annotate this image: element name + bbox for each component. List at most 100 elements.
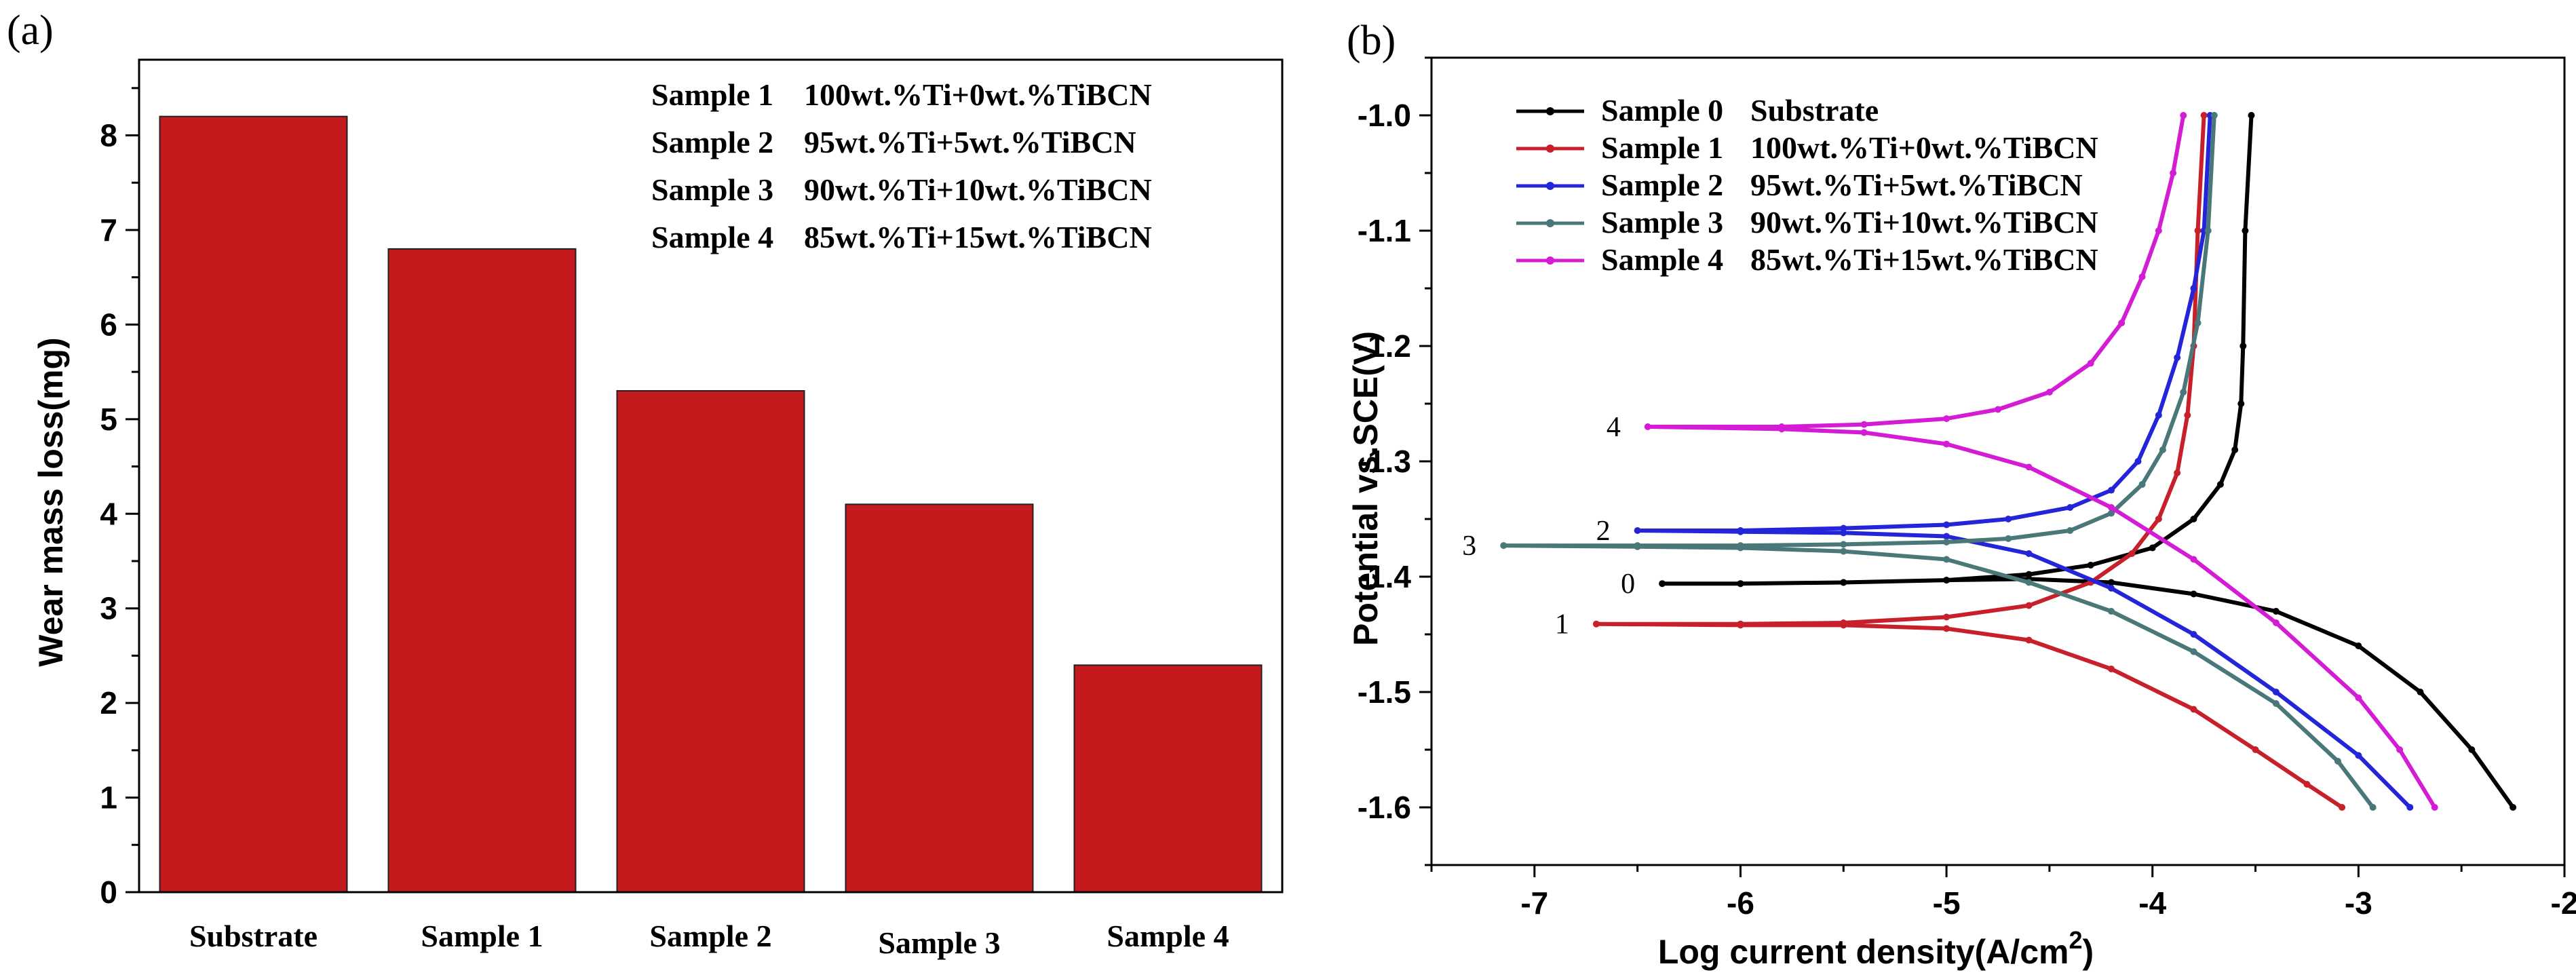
data-point bbox=[2190, 706, 2197, 713]
data-point bbox=[2510, 804, 2517, 811]
y-tick-label: -1.2 bbox=[1358, 328, 1411, 364]
curve-label-3: 3 bbox=[1462, 531, 1476, 562]
data-point bbox=[1943, 415, 1950, 423]
data-point bbox=[2355, 694, 2362, 702]
y-tick-label: -1.3 bbox=[1358, 444, 1411, 479]
y-tick-label: -1.0 bbox=[1358, 98, 1411, 133]
x-tick-label: -5 bbox=[1933, 885, 1961, 921]
bar-sample-1 bbox=[387, 248, 577, 893]
data-point bbox=[2108, 666, 2115, 672]
legend-marker bbox=[1546, 107, 1554, 115]
x-tick-label: Sample 1 bbox=[421, 919, 543, 953]
data-point bbox=[2190, 556, 2197, 563]
data-point bbox=[2216, 481, 2224, 488]
data-point bbox=[1500, 542, 1507, 550]
x-tick-label: -2 bbox=[2551, 885, 2576, 921]
data-point bbox=[2025, 463, 2033, 471]
y-tick-label: -1.1 bbox=[1358, 213, 1411, 248]
data-point bbox=[1840, 621, 1847, 629]
axes-group: 0 1 2 3 4 -7 -6 -5 -4 -3 -2 -1.0 -1.1 -1.2 -1.3 -1.4 -1.… bbox=[1358, 56, 2576, 921]
data-point bbox=[2149, 544, 2156, 552]
data-point bbox=[2108, 579, 2115, 586]
data-point bbox=[2174, 469, 2181, 476]
curve-label-1: 1 bbox=[1555, 609, 1569, 640]
data-point bbox=[2242, 227, 2249, 234]
y-tick-label: 6 bbox=[100, 307, 117, 342]
plot-frame bbox=[138, 58, 1284, 894]
data-point bbox=[2155, 412, 2162, 419]
x-tick-label: Sample 3 bbox=[878, 925, 1000, 960]
y-tick-label: -1.6 bbox=[1358, 790, 1411, 825]
y-tick-label: 2 bbox=[100, 685, 117, 721]
curve-label-4: 4 bbox=[1607, 412, 1621, 443]
legend-item-desc: 90wt.%Ti+10wt.%TiBCN bbox=[1750, 205, 2098, 239]
curve-label-0: 0 bbox=[1621, 569, 1635, 600]
data-point bbox=[1737, 580, 1744, 588]
data-point bbox=[2334, 758, 2341, 765]
data-point bbox=[2369, 804, 2377, 811]
data-point bbox=[2087, 562, 2094, 569]
data-point bbox=[2204, 227, 2212, 234]
data-point bbox=[2190, 285, 2197, 292]
data-point bbox=[1592, 620, 1600, 628]
legend-item-name: Sample 3 bbox=[651, 172, 773, 207]
data-point bbox=[2339, 804, 2346, 811]
legend: Sample 0 Substrate Sample 1 100wt.%Ti+0wt.%… bbox=[1516, 93, 2098, 277]
series-line-sample-3 bbox=[1501, 113, 2375, 809]
data-point bbox=[2210, 112, 2218, 119]
legend-item-desc: 90wt.%Ti+10wt.%TiBCN bbox=[804, 172, 1152, 207]
legend-item-name: Sample 1 bbox=[651, 77, 773, 112]
data-point bbox=[1840, 541, 1847, 548]
data-point bbox=[2239, 343, 2247, 349]
data-point bbox=[1840, 548, 1847, 555]
data-point bbox=[1860, 421, 1868, 428]
data-point bbox=[2138, 481, 2146, 488]
x-tick-label: Sample 4 bbox=[1107, 919, 1229, 953]
line-chart-polarization: 0 1 2 3 4 -7 -6 -5 -4 -3 -2 -1.0 -1.1 -1.2 -1.3 -1.4 -1.… bbox=[1347, 56, 2576, 971]
data-point bbox=[2237, 400, 2245, 407]
data-point bbox=[1840, 529, 1847, 537]
x-tick-label: -4 bbox=[2138, 885, 2166, 921]
x-axis-title-main: Log current density(A/cm bbox=[1658, 933, 2069, 971]
data-point bbox=[2025, 550, 2033, 557]
legend-item-desc: 85wt.%Ti+15wt.%TiBCN bbox=[804, 220, 1152, 254]
legend-item-name: Sample 2 bbox=[1601, 168, 1723, 202]
data-point bbox=[2406, 804, 2414, 811]
data-point bbox=[1840, 579, 1847, 586]
x-tick-label: Sample 2 bbox=[649, 919, 771, 953]
data-point bbox=[2128, 550, 2136, 557]
data-point bbox=[2396, 746, 2404, 753]
bar-substrate bbox=[159, 115, 348, 894]
data-point bbox=[2005, 535, 2012, 542]
data-point bbox=[2252, 746, 2259, 753]
data-point bbox=[2155, 516, 2162, 522]
bar-sample-4 bbox=[1073, 664, 1263, 893]
data-point bbox=[1634, 527, 1641, 534]
data-point bbox=[2025, 636, 2033, 644]
legend-item-name: Sample 4 bbox=[651, 220, 773, 254]
data-point bbox=[2190, 631, 2197, 638]
y-tick-label: -1.5 bbox=[1358, 674, 1411, 710]
data-point bbox=[2248, 112, 2255, 119]
x-tick-label: -6 bbox=[1727, 885, 1754, 921]
data-point bbox=[2108, 504, 2115, 511]
legend-item-desc: 100wt.%Ti+0wt.%TiBCN bbox=[804, 77, 1152, 112]
data-point bbox=[1634, 543, 1641, 550]
data-point bbox=[1943, 521, 1950, 529]
data-point bbox=[2355, 752, 2362, 759]
y-tick-label: 1 bbox=[100, 780, 117, 815]
data-point bbox=[2005, 516, 2012, 522]
legend-marker bbox=[1546, 182, 1554, 190]
legend-item-name: Sample 3 bbox=[1601, 205, 1723, 239]
data-point bbox=[1943, 539, 1950, 545]
legend-marker bbox=[1546, 256, 1554, 265]
data-point bbox=[2200, 112, 2208, 119]
data-point bbox=[2159, 446, 2166, 453]
data-point bbox=[2180, 389, 2187, 396]
data-point bbox=[2231, 446, 2239, 453]
legend-item-desc: 100wt.%Ti+0wt.%TiBCN bbox=[1750, 130, 2098, 165]
data-point bbox=[2155, 227, 2162, 234]
y-axis-title: Potential vs.SCE(V) bbox=[1347, 331, 1385, 646]
data-point bbox=[2108, 608, 2115, 615]
y-tick-label: -1.4 bbox=[1358, 559, 1412, 594]
